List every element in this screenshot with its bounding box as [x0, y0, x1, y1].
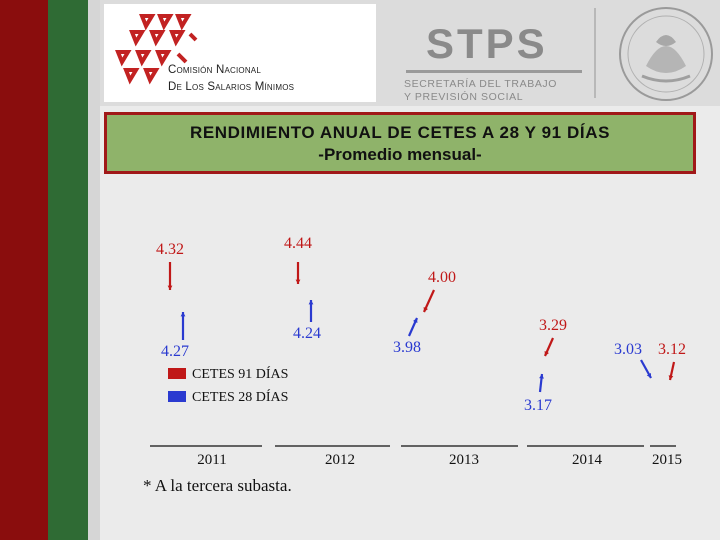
footnote: * A la tercera subasta.: [143, 476, 292, 495]
arrowhead-cetes91-2015: [668, 375, 674, 380]
arrowhead-cetes91-2014: [544, 351, 549, 356]
chart-title-box: RENDIMIENTO ANUAL DE CETES A 28 Y 91 DÍA…: [104, 112, 696, 174]
data-label-cetes91-2012: 4.44: [284, 235, 312, 252]
mexico-coat-of-arms-seal-icon: [619, 7, 713, 101]
data-label-cetes91-2015: 3.12: [658, 341, 686, 358]
arrowhead-cetes91-2011: [167, 285, 173, 290]
cns-line-2: De Los Salarios Mínimos: [168, 81, 295, 93]
arrowhead-cetes28-2013: [413, 318, 418, 323]
stps-title: STPS: [426, 20, 548, 67]
arrowhead-cetes28-2012: [308, 300, 314, 305]
data-label-cetes28-2015: 3.03: [614, 341, 642, 358]
x-tick-label-2011: 2011: [197, 452, 226, 468]
arrowhead-cetes91-2013: [423, 307, 428, 312]
chart-title: RENDIMIENTO ANUAL DE CETES A 28 Y 91 DÍA…: [189, 123, 611, 142]
legend-label-cetes28: CETES 28 DÍAS: [192, 388, 288, 405]
stps-rule: [406, 70, 582, 73]
stps-subtitle: SECRETARÍA DEL TRABAJO Y PREVISIÓN SOCIA…: [404, 78, 557, 104]
header-divider: [594, 8, 596, 98]
x-tick-label-2015: 2015: [652, 452, 682, 468]
legend-swatch-cetes91: [168, 368, 186, 379]
x-tick-label-2014: 2014: [572, 452, 603, 468]
side-bar-strip: [88, 0, 100, 540]
cns-line-1: Comisión Nacional: [168, 64, 261, 76]
cns-name: Comisión Nacional De Los Salarios Mínimo…: [168, 62, 294, 96]
x-tick-label-2013: 2013: [449, 452, 479, 468]
stps-sub-line-2: Y PREVISIÓN SOCIAL: [404, 91, 524, 103]
x-tick-label-2012: 2012: [325, 452, 355, 468]
cns-logo-block: Comisión Nacional De Los Salarios Mínimo…: [104, 4, 376, 102]
data-label-cetes91-2011: 4.32: [156, 241, 184, 258]
stps-sub-line-1: SECRETARÍA DEL TRABAJO: [404, 78, 558, 90]
data-label-cetes91-2014: 3.29: [539, 317, 567, 334]
side-bar-green: [48, 0, 88, 540]
data-label-cetes91-2013: 4.00: [428, 269, 456, 286]
stps-logo-block: STPS SECRETARÍA DEL TRABAJO Y PREVISIÓN …: [400, 4, 590, 104]
data-label-cetes28-2012: 4.24: [293, 325, 321, 342]
side-bar-red: [0, 0, 48, 540]
arrowhead-cetes28-2014: [539, 374, 544, 379]
data-label-cetes28-2013: 3.98: [393, 339, 421, 356]
legend-swatch-cetes28: [168, 391, 186, 402]
arrowhead-cetes28-2011: [180, 312, 186, 317]
arrowhead-cetes28-2015: [646, 373, 651, 378]
chart-subtitle: -Promedio mensual-: [318, 145, 482, 164]
data-label-cetes28-2014: 3.17: [524, 397, 552, 414]
legend-label-cetes91: CETES 91 DÍAS: [192, 365, 288, 382]
arrowhead-cetes91-2012: [295, 279, 301, 284]
data-label-cetes28-2011: 4.27: [161, 343, 189, 360]
cns-logo-icon: [115, 14, 198, 85]
